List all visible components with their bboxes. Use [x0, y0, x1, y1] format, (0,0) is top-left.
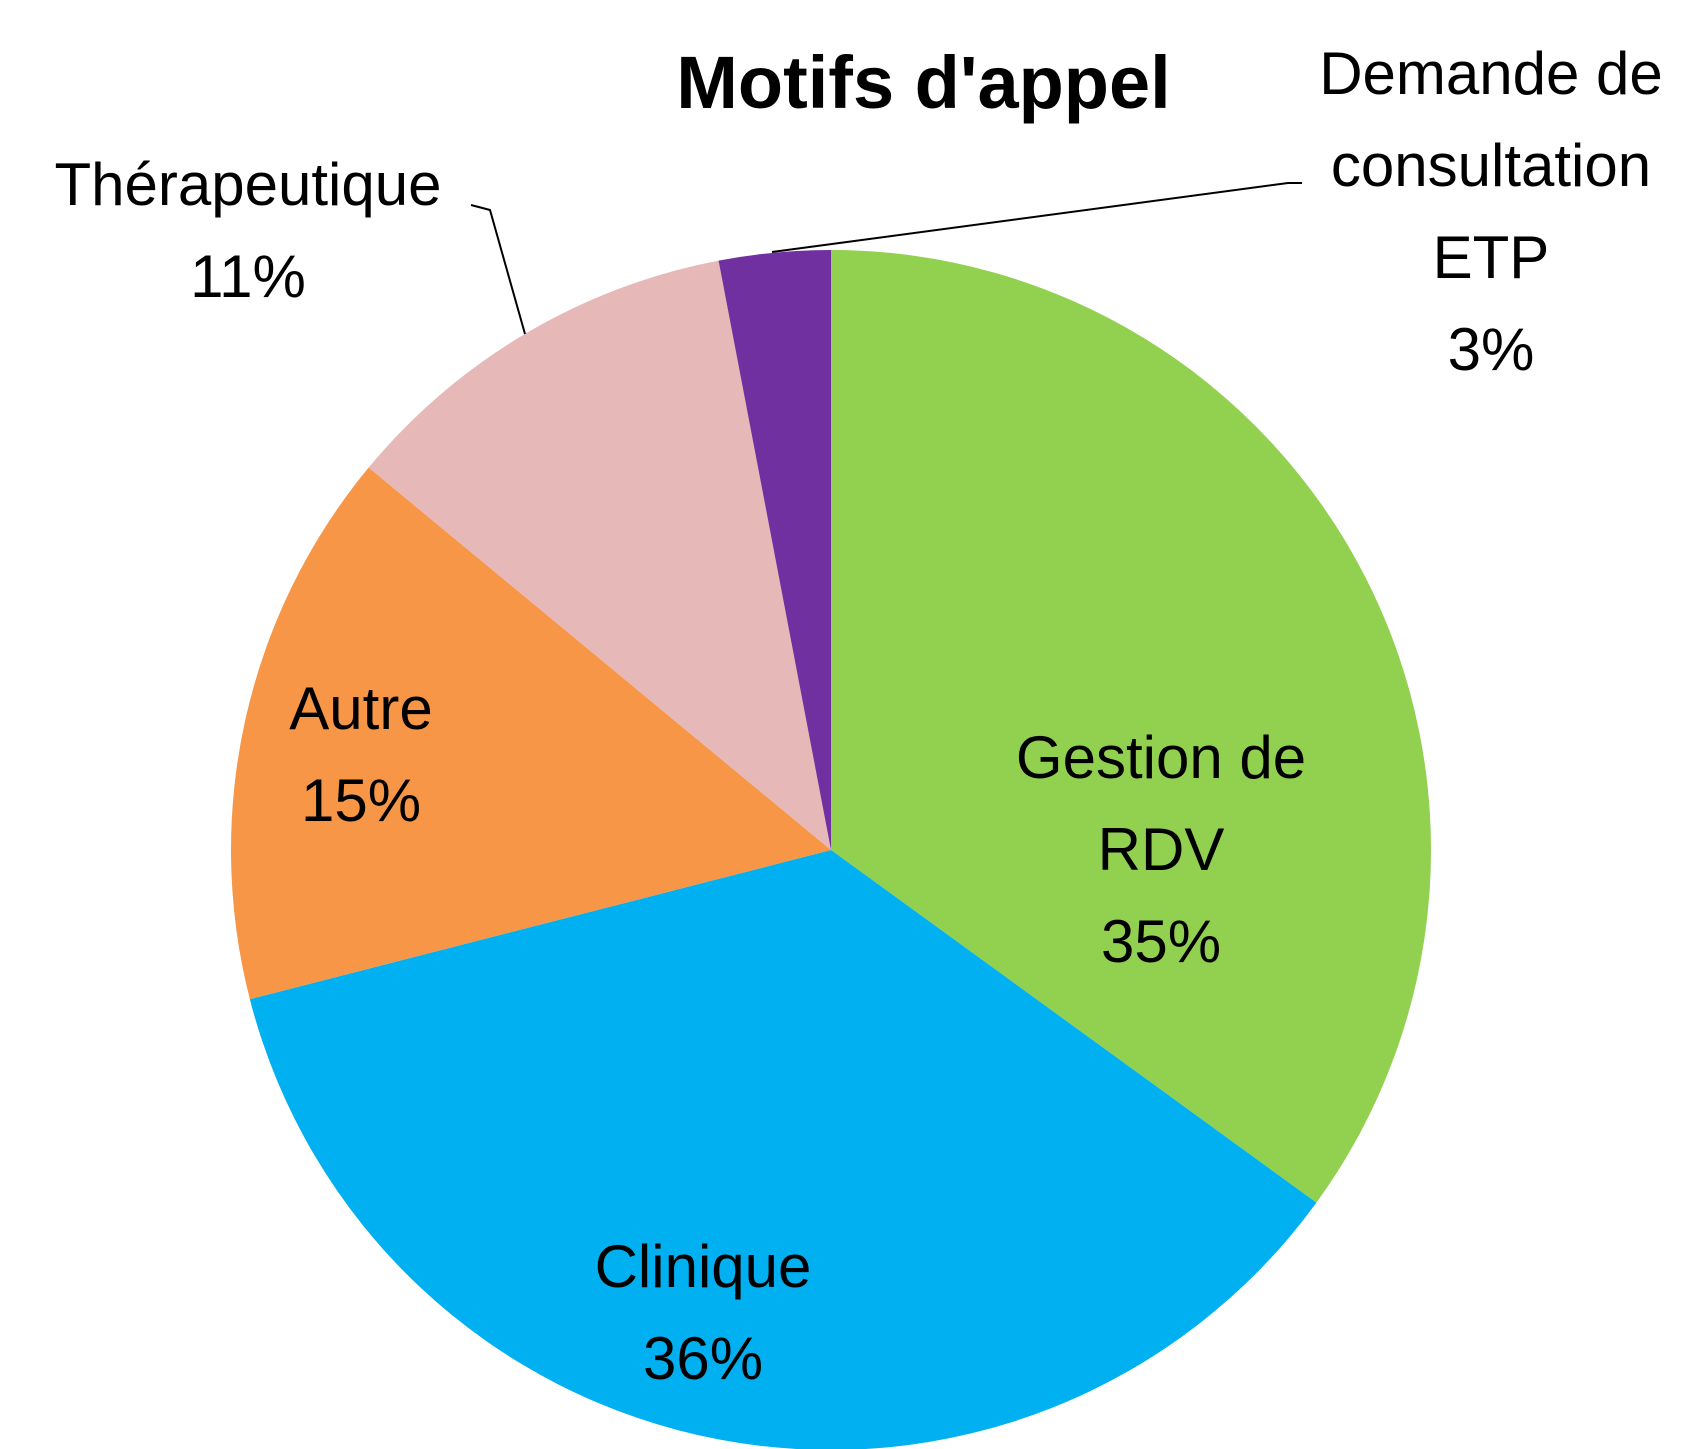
data-label: Autre 15%: [161, 663, 561, 847]
leader-line: [470, 204, 526, 335]
category-label: Gestion de RDV: [1015, 724, 1307, 883]
category-label: Demande de consultation ETP: [1319, 40, 1663, 291]
value-label: 11%: [190, 243, 306, 310]
pie-slice: [368, 260, 831, 850]
title-box: Motifs d'appel: [0, 40, 1691, 125]
data-label: Clinique 36%: [503, 1221, 903, 1405]
value-label: 15%: [300, 767, 422, 834]
value-label: 36%: [642, 1325, 764, 1392]
pie-slice: [831, 250, 1431, 1203]
pie-slice: [231, 467, 831, 1000]
data-label: Demande de consultation ETP 3%: [1291, 28, 1691, 396]
chart-title: Motifs d'appel: [676, 41, 1171, 124]
category-label: Autre: [289, 675, 433, 742]
value-label: 35%: [1100, 908, 1222, 975]
data-label: Gestion de RDV 35%: [961, 712, 1361, 988]
category-label: Thérapeutique: [54, 151, 442, 218]
leader-line: [771, 182, 1302, 253]
category-label: Clinique: [594, 1233, 812, 1300]
pie-slice: [718, 250, 831, 850]
data-label: Thérapeutique 11%: [18, 139, 478, 323]
pie-slice: [249, 850, 1317, 1449]
value-label: 3%: [1447, 316, 1535, 383]
